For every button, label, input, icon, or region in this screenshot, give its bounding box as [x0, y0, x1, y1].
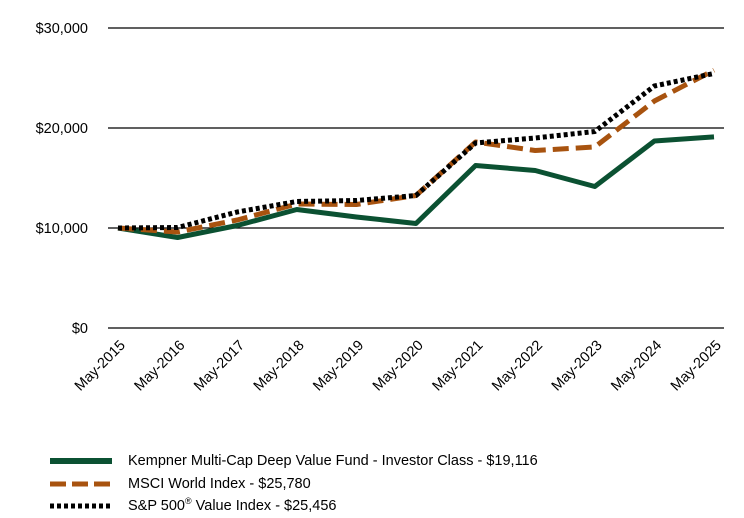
- x-tick-label: May-2018: [251, 338, 308, 395]
- x-tick-label: May-2017: [191, 338, 248, 395]
- x-tick-label: May-2022: [489, 338, 546, 395]
- x-tick-label: May-2023: [549, 338, 606, 395]
- y-tick-label: $20,000: [36, 121, 88, 137]
- y-tick-label: $10,000: [36, 221, 88, 237]
- series-lines: [117, 67, 716, 240]
- gridlines: [108, 27, 724, 329]
- legend: Kempner Multi-Cap Deep Value Fund - Inve…: [50, 450, 538, 518]
- series-line-0: [117, 134, 715, 240]
- legend-swatch-sp500-value: [50, 503, 112, 509]
- x-tick-label: May-2025: [668, 338, 725, 395]
- x-tick-label: May-2021: [430, 338, 487, 395]
- series-line-1: [117, 67, 716, 235]
- x-tick-label: May-2024: [608, 338, 665, 395]
- x-tick-label: May-2016: [132, 338, 189, 395]
- x-tick-label: May-2019: [310, 338, 367, 395]
- legend-label-msci-world: MSCI World Index - $25,780: [128, 475, 311, 492]
- x-axis-tick-labels: May-2015 May-2016 May-2017 May-2018 May-2019…: [72, 338, 725, 395]
- y-axis-tick-labels: $0 $10,000 $20,000 $30,000: [36, 21, 88, 337]
- legend-swatch-fund: [50, 458, 112, 465]
- legend-label-sp500-value: S&P 500® Value Index - $25,456: [128, 496, 337, 515]
- y-tick-label: $0: [72, 321, 88, 337]
- x-tick-label: May-2020: [370, 338, 427, 395]
- legend-item-sp500-value: S&P 500® Value Index - $25,456: [50, 495, 538, 518]
- legend-label-fund: Kempner Multi-Cap Deep Value Fund - Inve…: [128, 453, 538, 470]
- series-line-2: [117, 70, 715, 231]
- x-tick-label: May-2015: [72, 338, 129, 395]
- legend-item-msci-world: MSCI World Index - $25,780: [50, 473, 538, 496]
- legend-swatch-msci-world: [50, 481, 112, 487]
- y-tick-label: $30,000: [36, 21, 88, 37]
- legend-item-fund: Kempner Multi-Cap Deep Value Fund - Inve…: [50, 450, 538, 473]
